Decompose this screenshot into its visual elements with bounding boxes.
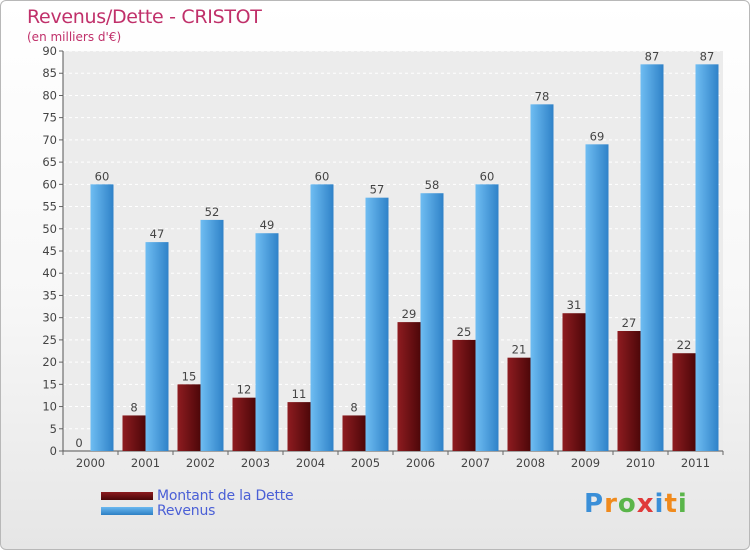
- bar-dette: [342, 415, 366, 451]
- bar-revenus: [255, 233, 279, 451]
- data-label-revenus: 60: [315, 169, 330, 183]
- bar-dette: [397, 322, 421, 451]
- x-tick-label: 2000: [76, 456, 105, 470]
- data-label-revenus: 87: [645, 49, 660, 63]
- y-tick-label: 30: [42, 311, 57, 325]
- legend-item-revenus: Revenus: [101, 502, 293, 519]
- bar-revenus: [695, 64, 719, 452]
- chart-title: Revenus/Dette - CRISTOT: [27, 6, 262, 28]
- x-tick-label: 2004: [296, 456, 325, 470]
- y-tick-label: 60: [42, 177, 57, 191]
- data-label-dette: 31: [567, 298, 582, 312]
- logo-letter: i: [677, 489, 688, 519]
- x-tick-label: 2010: [626, 456, 655, 470]
- bar-dette: [617, 331, 641, 451]
- bar-dette: [287, 402, 311, 451]
- data-label-dette: 22: [677, 338, 692, 352]
- data-label-revenus: 57: [370, 183, 385, 197]
- bar-revenus: [640, 64, 664, 452]
- data-label-dette: 21: [512, 343, 527, 357]
- bar-revenus: [420, 193, 444, 451]
- data-label-revenus: 49: [260, 218, 275, 232]
- data-label-dette: 11: [292, 387, 307, 401]
- chart-subtitle: (en milliers d'€): [27, 30, 122, 44]
- logo-letter: t: [664, 489, 678, 519]
- data-label-revenus: 60: [95, 169, 110, 183]
- data-label-revenus: 58: [425, 178, 440, 192]
- legend: Montant de la Dette Revenus: [101, 487, 294, 519]
- data-label-dette: 12: [237, 383, 252, 397]
- data-label-revenus: 78: [535, 89, 550, 103]
- y-tick-label: 90: [42, 44, 57, 58]
- legend-label-dette: Montant de la Dette: [157, 487, 294, 504]
- x-tick-label: 2003: [241, 456, 270, 470]
- y-tick-label: 80: [42, 88, 57, 102]
- data-label-dette: 29: [402, 307, 417, 321]
- bar-revenus: [475, 184, 499, 452]
- y-tick-label: 70: [42, 133, 57, 147]
- data-label-revenus: 69: [590, 129, 605, 143]
- bar-revenus: [200, 219, 224, 451]
- y-tick-label: 75: [42, 111, 57, 125]
- data-label-revenus: 60: [480, 169, 495, 183]
- data-label-revenus: 47: [150, 227, 165, 241]
- y-tick-label: 85: [42, 66, 57, 80]
- y-tick-label: 10: [42, 400, 57, 414]
- logo-letter: P: [584, 489, 605, 519]
- x-tick-label: 2001: [131, 456, 160, 470]
- bar-revenus: [145, 242, 169, 451]
- logo-letter: r: [604, 489, 618, 519]
- data-label-revenus: 87: [700, 49, 715, 63]
- y-tick-label: 65: [42, 155, 57, 169]
- y-tick-label: 35: [42, 288, 57, 302]
- bar-revenus: [530, 104, 554, 451]
- x-tick-label: 2011: [681, 456, 710, 470]
- data-label-dette: 25: [457, 325, 472, 339]
- legend-swatch-dette: [101, 491, 153, 500]
- bar-revenus: [310, 184, 334, 452]
- logo-letter: x: [636, 489, 655, 519]
- y-tick-label: 55: [42, 200, 57, 214]
- bar-revenus: [585, 144, 609, 452]
- bar-dette: [452, 339, 476, 451]
- legend-label-revenus: Revenus: [157, 502, 216, 519]
- y-tick-label: 20: [42, 355, 57, 369]
- y-tick-label: 50: [42, 222, 57, 236]
- proxiti-logo: Proxiti: [584, 489, 688, 519]
- data-label-dette: 0: [75, 436, 82, 450]
- logo-letter: o: [617, 489, 637, 519]
- bar-dette: [562, 313, 586, 451]
- y-tick-label: 40: [42, 266, 57, 280]
- y-tick-label: 5: [50, 422, 57, 436]
- data-label-dette: 8: [130, 400, 137, 414]
- bar-dette: [672, 353, 696, 451]
- data-label-dette: 15: [182, 369, 197, 383]
- data-label-revenus: 52: [205, 205, 220, 219]
- bar-revenus: [90, 184, 114, 452]
- bar-dette: [232, 397, 256, 451]
- y-tick-label: 15: [42, 377, 57, 391]
- legend-swatch-revenus: [101, 506, 153, 515]
- legend-item-dette: Montant de la Dette: [101, 487, 294, 504]
- y-tick-label: 0: [50, 444, 57, 458]
- bar-revenus: [365, 197, 389, 451]
- x-tick-label: 2005: [351, 456, 380, 470]
- x-tick-label: 2006: [406, 456, 435, 470]
- x-tick-label: 2002: [186, 456, 215, 470]
- data-label-dette: 8: [350, 400, 357, 414]
- x-tick-label: 2009: [571, 456, 600, 470]
- bar-dette: [177, 384, 201, 451]
- bar-dette: [122, 415, 146, 451]
- data-label-dette: 27: [622, 316, 637, 330]
- bar-dette: [507, 357, 531, 451]
- x-tick-label: 2007: [461, 456, 490, 470]
- x-tick-label: 2008: [516, 456, 545, 470]
- logo-letter: i: [654, 489, 665, 519]
- y-tick-label: 25: [42, 333, 57, 347]
- y-tick-label: 45: [42, 244, 57, 258]
